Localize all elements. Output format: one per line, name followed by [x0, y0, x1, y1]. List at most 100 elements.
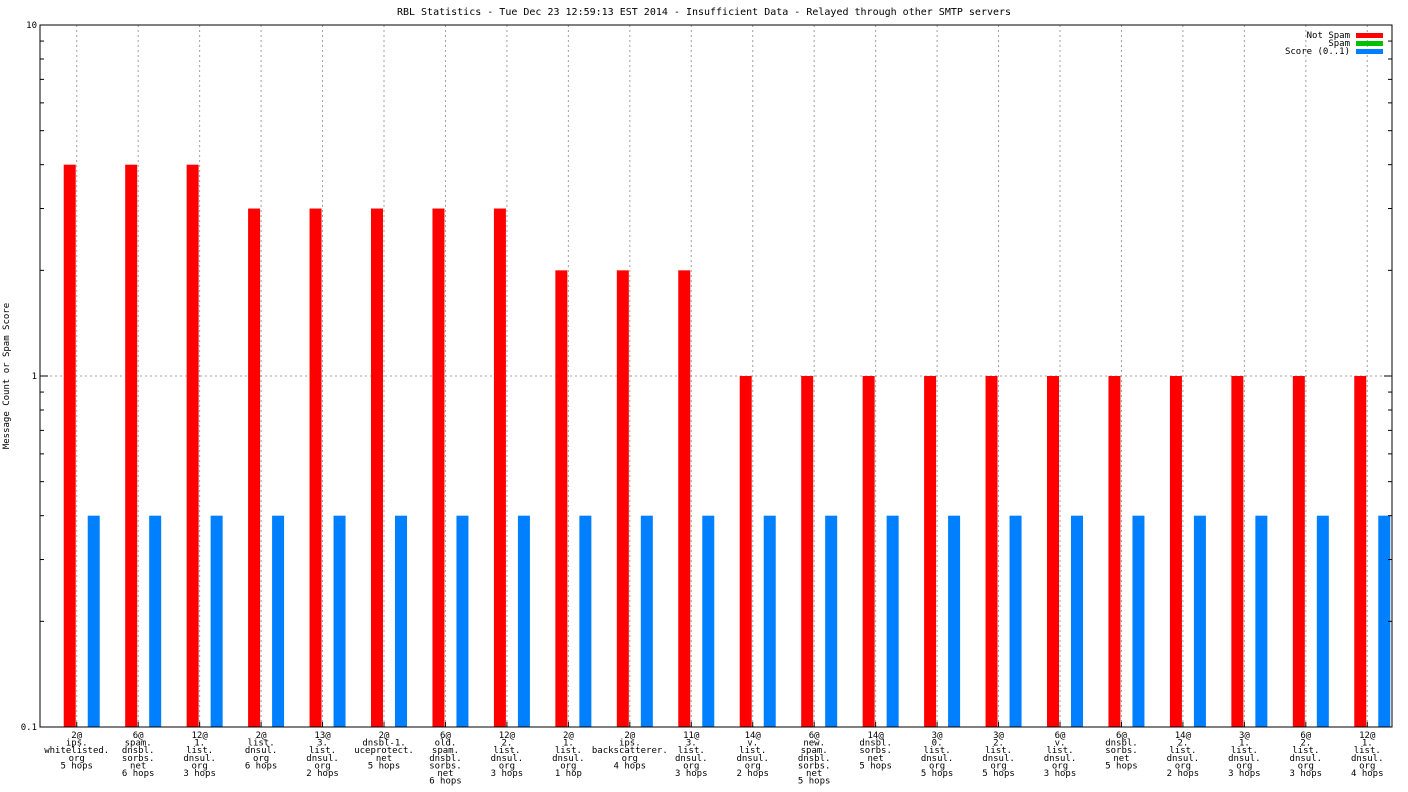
category-label-line: dnsul.	[552, 754, 585, 764]
legend-swatch	[1356, 49, 1383, 54]
category-label-line: 11@	[683, 731, 700, 741]
category-label-line: 5 hops	[1105, 761, 1138, 771]
category-label-line: list.	[1046, 746, 1073, 756]
bar-score-0-1	[763, 515, 776, 727]
category-label-line: org	[560, 761, 576, 771]
category-label-line: dnsbl.	[859, 739, 892, 749]
category-label-line: 3.	[317, 739, 328, 749]
bar-score-0-1	[825, 515, 838, 727]
bar-score-0-1	[640, 515, 653, 727]
category-label-line: dnsbl-1.	[362, 739, 405, 749]
category-label-line: 6@	[1300, 731, 1311, 741]
category-label-line: org	[745, 761, 761, 771]
bar-score-0-1	[1071, 515, 1083, 727]
category-label-line: 3 hops	[183, 769, 216, 779]
bar-score-0-1	[395, 515, 407, 727]
bar-score-0-1	[1009, 515, 1022, 727]
category-label-line: org	[1298, 761, 1314, 771]
category-label-line: 2 hops	[736, 769, 769, 779]
bar-score-0-1	[149, 515, 162, 727]
legend-swatch	[1356, 41, 1383, 46]
bar-score-0-1	[1132, 515, 1145, 727]
bar-not-spam	[1354, 376, 1367, 727]
category-label-line: 3 hops	[1290, 769, 1323, 779]
bar-not-spam	[862, 376, 875, 727]
bar-not-spam	[801, 376, 814, 727]
category-label-line: 5 hops	[859, 761, 892, 771]
category-label-line: 5 hops	[368, 761, 401, 771]
category-label-line: net	[130, 761, 146, 771]
category-label-line: net	[376, 754, 392, 764]
bar-not-spam	[1169, 376, 1182, 727]
category-label: 11@ 3. list. dnsul. org 3 hops	[675, 731, 708, 779]
category-label-line: 0.	[932, 739, 943, 749]
category-label-line: whitelisted.	[44, 746, 109, 756]
category-label-line: org	[192, 761, 208, 771]
category-label-line: dnsul.	[1044, 754, 1077, 764]
category-label: 6@ dnsbl. sorbs. net 5 hops	[1105, 731, 1138, 771]
category-label-line: list.	[985, 746, 1012, 756]
category-label-line: ips.	[66, 739, 88, 749]
category-label-line: 2.	[1177, 739, 1188, 749]
category-label: 14@ 2. list. dnsul. org 2 hops	[1167, 731, 1200, 779]
category-label-line: 5 hops	[60, 761, 93, 771]
category-label-line: org	[683, 761, 699, 771]
category-label-line: dnsul.	[1351, 754, 1384, 764]
category-label-line: ips.	[619, 739, 641, 749]
category-label-line: 6 hops	[122, 769, 155, 779]
category-label-line: 2.	[501, 739, 512, 749]
category-label-line: 14@	[745, 731, 762, 741]
bar-not-spam	[1292, 376, 1305, 727]
category-label: 6@ spam. dnsbl. sorbs. net 6 hops	[122, 731, 155, 779]
category-label-line: dnsbl.	[429, 754, 462, 764]
category-label-line: 2@	[624, 731, 635, 741]
category-label-line: list.	[248, 739, 275, 749]
category-label-line: 13@	[314, 731, 331, 741]
bar-not-spam	[924, 376, 937, 727]
category-label-line: 4 hops	[1351, 769, 1384, 779]
category-label-line: net	[868, 754, 884, 764]
category-label-line: 2@	[563, 731, 574, 741]
category-label: 3@ 0. list. dnsul. org 5 hops	[921, 731, 954, 779]
category-label-line: 2 hops	[1167, 769, 1200, 779]
bar-score-0-1	[1193, 515, 1206, 727]
category-label-line: 12@	[192, 731, 209, 741]
category-label-line: org	[1236, 761, 1252, 771]
category-label-line: org	[69, 754, 85, 764]
category-label-line: 3 hops	[675, 769, 708, 779]
category-label-line: 6@	[809, 731, 820, 741]
bar-score-0-1	[517, 515, 530, 727]
bars	[63, 164, 1391, 727]
category-label: 6@ 2. list. dnsul. org 3 hops	[1290, 731, 1323, 779]
category-label-line: list.	[1231, 746, 1258, 756]
category-label-line: 2@	[71, 731, 82, 741]
category-label-line: dnsul.	[736, 754, 769, 764]
category-label-line: org	[1052, 761, 1068, 771]
category-label-line: dnsbl.	[798, 754, 831, 764]
category-label-line: list.	[1354, 746, 1381, 756]
category-label-line: org	[499, 761, 515, 771]
category-label-line: dnsul.	[183, 754, 216, 764]
category-label-line: 6@	[1055, 731, 1066, 741]
category-label-line: v.	[747, 739, 758, 749]
category-label-line: old.	[435, 739, 457, 749]
category-label: 12@ 1. list. dnsul. org 4 hops	[1351, 731, 1384, 779]
category-label-line: 5 hops	[921, 769, 954, 779]
bar-score-0-1	[948, 515, 961, 727]
category-label-line: list.	[493, 746, 520, 756]
bar-not-spam	[186, 164, 199, 727]
category-label-line: list.	[555, 746, 582, 756]
category-label: 3@ 1. list. dnsul. org 3 hops	[1228, 731, 1261, 779]
bar-score-0-1	[1255, 515, 1268, 727]
category-label: 12@ 1. list. dnsul. org 3 hops	[183, 731, 216, 779]
category-label-line: org	[314, 761, 330, 771]
bar-not-spam	[616, 270, 629, 727]
bar-not-spam	[125, 164, 138, 727]
category-label-line: dnsul.	[982, 754, 1015, 764]
bar-not-spam	[371, 208, 383, 727]
category-label-line: org	[253, 754, 269, 764]
category-label: 6@ v. list. dnsul. org 3 hops	[1044, 731, 1077, 779]
category-label-line: sorbs.	[429, 761, 462, 771]
